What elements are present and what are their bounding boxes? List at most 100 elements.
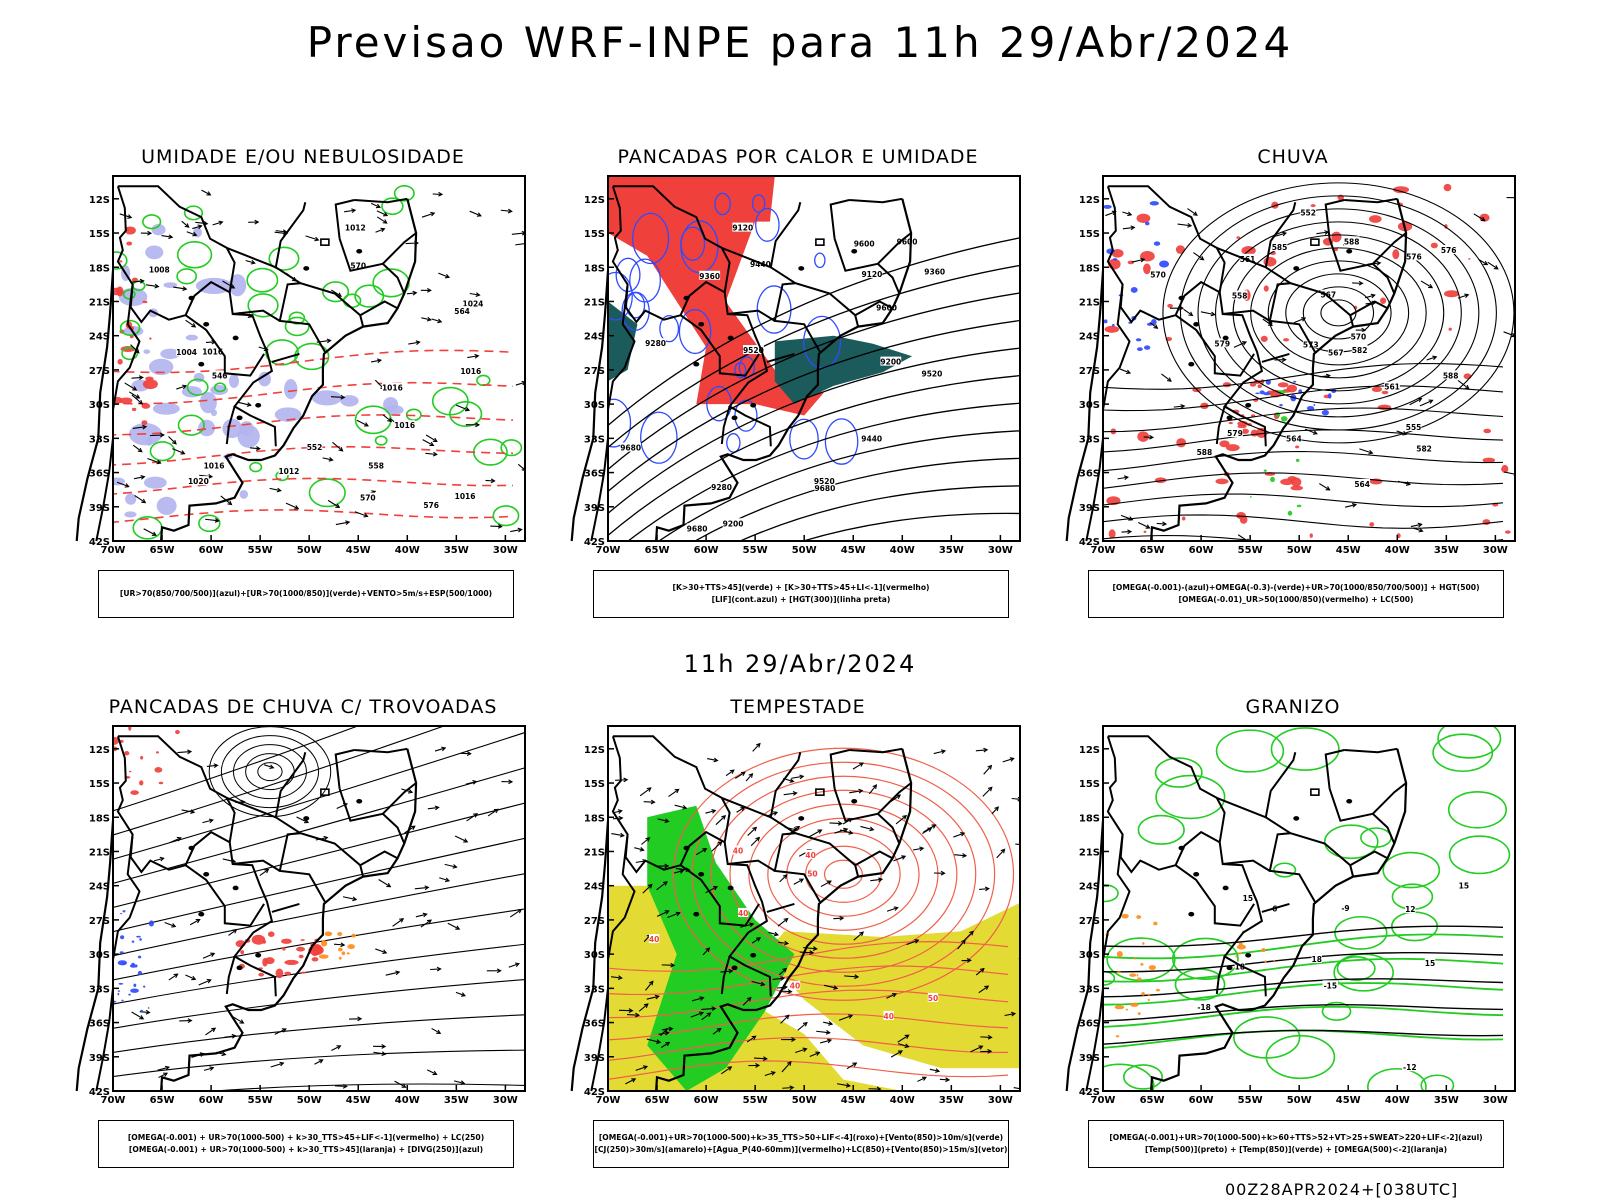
main-title: Previsao WRF-INPE para 11h 29/Abr/2024 [306, 18, 1294, 67]
wind-vector [438, 191, 444, 197]
temperature-500-contour [1103, 978, 1504, 998]
streamline-arrow [1493, 265, 1499, 270]
wind-vector [138, 375, 144, 381]
border-line [185, 864, 265, 927]
wind-vector [838, 1014, 853, 1021]
border-line [680, 314, 760, 377]
wind-vector [131, 280, 144, 283]
streamline-arrow [1262, 318, 1273, 326]
streamline [113, 943, 525, 1005]
omega-area-orange [1114, 1005, 1125, 1010]
streamline-arrow [202, 952, 215, 959]
streamline-arrow [381, 1044, 387, 1049]
lat-tick-label: 12S [584, 195, 605, 206]
water-contour [608, 1060, 1009, 1081]
storm-area-red [281, 938, 292, 944]
wind-vector [356, 419, 369, 427]
wind-vector [131, 376, 143, 379]
streamline-arrow [1325, 373, 1331, 379]
humidity-contour-green [374, 435, 388, 446]
water-contour [608, 1013, 1009, 1041]
streamline-arrow [1361, 327, 1367, 333]
rain-area-red [1249, 382, 1257, 387]
label-bg [176, 346, 197, 356]
streamline-arrow [1428, 399, 1434, 404]
wind-vector [326, 338, 332, 344]
wind-vector [206, 191, 212, 196]
wind-vector [182, 384, 188, 390]
streamline-arrow [232, 929, 238, 934]
lat-tick-label: 39S [1079, 1053, 1100, 1064]
streamline-arrow [1281, 357, 1287, 363]
thickness-contour [113, 414, 514, 436]
wind-vector [897, 1034, 909, 1043]
geography-layer [1065, 185, 1408, 542]
storm-area-red [284, 959, 299, 965]
lake-marker [727, 335, 734, 341]
wind-vector [497, 523, 503, 529]
lon-tick-label: 30W [988, 545, 1013, 556]
streamline-arrow [357, 1016, 363, 1022]
contour-label: 567 [1320, 291, 1336, 300]
wind-vector [214, 518, 220, 523]
wind-vector [853, 931, 864, 941]
coastline-atlantic [655, 198, 913, 542]
wind-vector [927, 827, 933, 832]
wind-vector [375, 228, 385, 233]
geopotential-contour [1103, 534, 1504, 541]
wind-vector [823, 984, 838, 989]
rain-area-blue [1255, 392, 1260, 395]
wind-vector [218, 220, 224, 226]
rain-area-red [1277, 382, 1289, 388]
lake-marker [255, 402, 262, 408]
contour-label: 1008 [149, 266, 170, 275]
border-line [1372, 782, 1407, 815]
wind-vector [656, 881, 668, 891]
lat-tick-label: 21S [89, 847, 110, 858]
storm-area-orange [347, 944, 355, 950]
lat-tick-label: 24S [89, 332, 110, 343]
contour-label: -9 [1341, 904, 1349, 913]
temperature-850-contour [1106, 937, 1176, 982]
wind-vector [197, 224, 203, 230]
divergence-area-blue [131, 962, 135, 967]
lat-tick-label: 21S [584, 847, 605, 858]
wind-vector [826, 1038, 833, 1044]
lon-tick-label: 70W [101, 545, 126, 556]
divergence-area-blue [117, 960, 128, 966]
streamline-arrow [487, 808, 499, 817]
streamline-arrow [187, 1018, 193, 1024]
lat-tick-label: 24S [1079, 332, 1100, 343]
streamline-arrow [1511, 332, 1515, 338]
rain-area-red [1309, 533, 1313, 538]
rain-area-blue [1149, 201, 1159, 206]
lon-tick-label: 50W [297, 1095, 322, 1106]
rain-area-red [1108, 529, 1116, 539]
streamline-arrow [336, 1045, 342, 1050]
humidity-contour-green [284, 316, 310, 337]
contour-label: 588 [1443, 371, 1459, 380]
wind-vector [625, 1078, 636, 1085]
rain-area-blue [1144, 345, 1151, 350]
label-bg [1442, 370, 1459, 380]
wind-vector [837, 820, 843, 826]
streamline-arrow [1149, 434, 1155, 440]
border-line [382, 782, 417, 815]
streamline-arrow [340, 942, 346, 948]
lat-tick-label: 30S [1079, 950, 1100, 961]
wind-vector [438, 272, 450, 278]
streamline-arrow [1316, 231, 1329, 235]
humidity-area-red [142, 379, 158, 390]
label-bg [880, 356, 902, 366]
storm-area-orange [341, 951, 346, 956]
label-bg [1320, 289, 1337, 299]
streamline-arrow [1180, 403, 1186, 409]
field-layer: 1016 1016 1016 1012 1012 1016 1016 1020 1016 1008… [113, 185, 525, 540]
lake-marker [693, 911, 700, 917]
contour-label: 1024 [463, 299, 484, 308]
wind-vector [746, 1035, 756, 1043]
wind-vector [172, 448, 185, 455]
map-frame [112, 175, 526, 542]
wind-vector [335, 503, 341, 509]
streamline [257, 762, 283, 782]
